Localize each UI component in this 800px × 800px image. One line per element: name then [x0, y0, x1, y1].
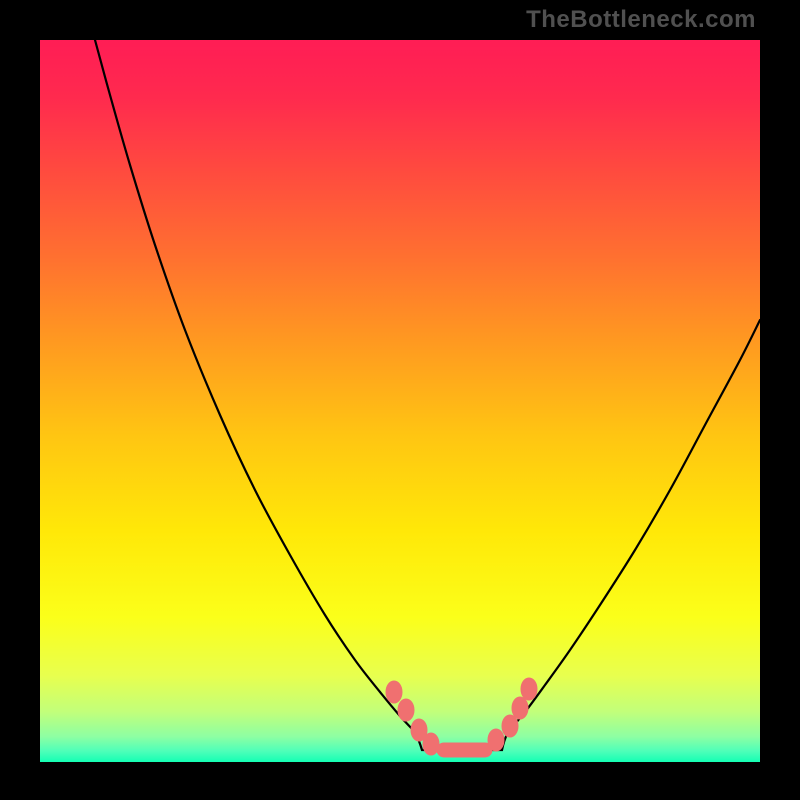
marker-left-3 — [423, 733, 439, 755]
watermark-text: TheBottleneck.com — [526, 6, 756, 34]
marker-right-2 — [512, 697, 528, 719]
marker-right-1 — [502, 715, 518, 737]
gradient-background — [40, 40, 760, 762]
marker-bottom-pill — [437, 743, 492, 757]
marker-left-1 — [398, 699, 414, 721]
marker-right-3 — [521, 678, 537, 700]
chart-frame: TheBottleneck.com — [0, 0, 800, 800]
chart-svg — [40, 40, 760, 762]
marker-left-0 — [386, 681, 402, 703]
plot-area — [40, 40, 760, 762]
